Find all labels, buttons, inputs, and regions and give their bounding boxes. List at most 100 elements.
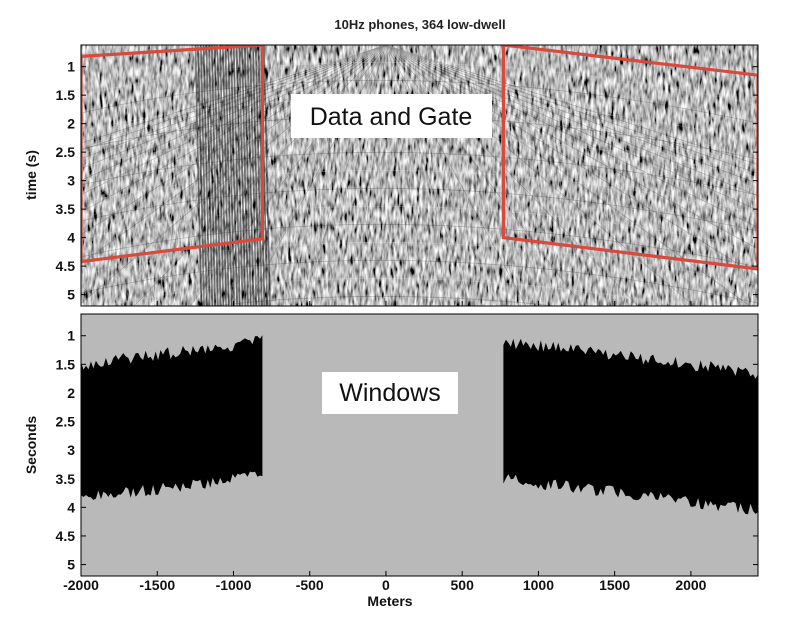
top-y-tick-label: 3 (67, 173, 75, 189)
top-plot-frame (80, 44, 759, 307)
bottom-y-axis-label: Seconds (23, 416, 39, 475)
trace-stripe (230, 45, 238, 306)
top-chart-title: 10Hz phones, 364 low-dwell (334, 17, 505, 32)
seismic-data-image (81, 45, 758, 306)
moveout-line (81, 45, 387, 155)
moveout-line (81, 45, 387, 175)
reflection-curve (81, 259, 758, 304)
moveout-line (81, 45, 387, 235)
bottom-plot-frame (80, 313, 759, 577)
bottom-x-axis: -2000 -1500 -1000 -500 0 500 1000 1500 2000 (63, 301, 707, 593)
bottom-plot-area (81, 314, 758, 576)
bottom-y-tick-label: 4.5 (56, 528, 76, 544)
bottom-y-tick-label: 2 (67, 385, 75, 401)
top-y-tick-label: 1 (67, 59, 75, 75)
trace-stripe (227, 45, 236, 306)
windows-box (322, 372, 458, 414)
bottom-x-axis-label: Meters (367, 593, 412, 609)
moveout-line (81, 45, 387, 151)
reflection-curve (81, 187, 758, 232)
trace-stripe (208, 45, 216, 306)
trace-stripe (216, 45, 225, 306)
moveout-line (385, 45, 611, 306)
trace-stripe (238, 45, 247, 306)
reflection-curve (81, 169, 758, 214)
moveout-line (189, 45, 387, 306)
moveout-line (81, 45, 387, 181)
moveout-line (81, 45, 387, 283)
moveout-line (385, 45, 758, 211)
x-tick-label: 0 (382, 577, 390, 593)
reflection-curve (81, 61, 758, 106)
moveout-line (385, 45, 583, 306)
moveout-line (301, 45, 387, 306)
gate-outlines (81, 45, 758, 271)
moveout-line (385, 45, 758, 239)
moveout-line (105, 45, 387, 306)
x-tick-label: 1500 (599, 577, 630, 593)
moveout-line (81, 45, 387, 144)
reflection-curve (81, 151, 758, 196)
trace-stripe (205, 45, 214, 306)
moveout-line (385, 45, 758, 197)
trace-stripe (241, 45, 249, 306)
trace-stripe (232, 45, 241, 306)
moveout-line (81, 45, 387, 304)
moveout-line (385, 45, 555, 306)
moveout-line (385, 45, 527, 306)
trace-stripe (219, 45, 227, 306)
moveout-line (385, 45, 758, 203)
top-y-tick-label: 2.5 (56, 144, 76, 160)
moveout-line (217, 45, 387, 306)
trace-stripe (213, 45, 222, 306)
x-tick-label: -500 (296, 577, 324, 593)
bottom-y-axis: 1 1.5 2 2.5 3 3.5 4 4.5 5 (56, 328, 758, 573)
moveout-line (385, 45, 758, 179)
top-plot-area (81, 45, 758, 306)
moveout-line (385, 45, 758, 228)
moveout-line (385, 45, 758, 250)
reflection-curve (81, 79, 758, 124)
moveout-line (385, 45, 723, 306)
reflection-curve (81, 241, 758, 286)
moveout-line (81, 45, 387, 213)
x-tick-label: -2000 (63, 577, 99, 593)
moveout-line (385, 45, 639, 306)
reflection-curve (81, 223, 758, 268)
moveout-line (385, 45, 758, 277)
moveout-line (81, 45, 387, 224)
trace-stripe (249, 45, 258, 306)
moveout-line (357, 45, 387, 306)
trace-stripe (197, 45, 205, 306)
right-window (503, 338, 758, 515)
x-tick-label: 500 (451, 577, 475, 593)
moveout-line (81, 45, 387, 160)
top-y-axis-label: time (s) (23, 150, 39, 200)
trace-stripe (246, 45, 255, 306)
moveout-line (385, 45, 499, 306)
trace-stripe (202, 45, 211, 306)
x-tick-label: -1000 (216, 577, 252, 593)
moveout-line (385, 45, 751, 306)
top-y-tick-label: 4.5 (56, 258, 76, 274)
top-y-tick-label: 3.5 (56, 201, 76, 217)
trace-stripe (224, 45, 233, 306)
bottom-y-tick-label: 1 (67, 328, 75, 344)
top-y-tick-label: 5 (67, 287, 75, 303)
moveout-line (385, 45, 758, 219)
right-gate (501, 45, 758, 271)
moveout-line (385, 45, 758, 165)
windows-annotation: Windows (339, 379, 440, 407)
bottom-y-tick-label: 3.5 (56, 471, 76, 487)
trace-stripe (254, 45, 263, 306)
moveout-line (385, 45, 758, 190)
moveout-line (385, 45, 758, 161)
trace-stripe (222, 45, 230, 306)
moveout-line (245, 45, 387, 306)
moveout-line (385, 45, 443, 306)
moveout-line (81, 45, 387, 249)
trace-stripe (243, 45, 252, 306)
top-y-axis: 1 1.5 2 2.5 3 3.5 4 4.5 5 (56, 59, 758, 303)
trace-stripe (200, 45, 208, 306)
trace-stripe (263, 45, 271, 306)
